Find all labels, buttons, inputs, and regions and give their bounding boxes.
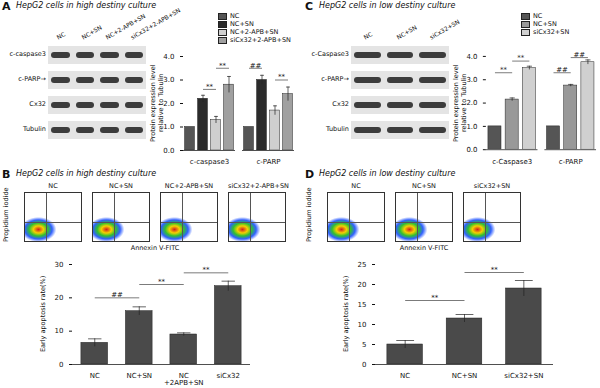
svg-text:c-Caspase3: c-Caspase3 (492, 158, 532, 166)
html-text:NC+SN: NC+SN (109, 182, 133, 190)
html-text:Early apoptosis rate(%): Early apoptosis rate(%) (39, 275, 47, 353)
html-text:Cx32: Cx32 (29, 100, 46, 108)
html-text:NC+SN: NC+SN (395, 23, 418, 41)
svg-text:NC+SN: NC+SN (126, 372, 152, 380)
svg-text:30: 30 (55, 261, 64, 269)
svg-text:c-caspase3: c-caspase3 (190, 158, 229, 166)
svg-text:c-PARP: c-PARP (559, 158, 583, 166)
html-text:Annexin V-FITC: Annexin V-FITC (399, 244, 449, 252)
html-text:siCx32+SN: siCx32+SN (473, 182, 511, 190)
svg-text:20: 20 (55, 294, 64, 302)
html-text:NC+SN: NC+SN (533, 20, 557, 28)
svg-text:**: ** (158, 278, 166, 286)
svg-text:**: ** (206, 83, 214, 91)
html-text:Annexin V-FITC: Annexin V-FITC (130, 244, 180, 252)
html-text:c-PARP→: c-PARP→ (18, 75, 46, 83)
svg-text:NC: NC (90, 372, 100, 380)
html-text:NC+2-APB+SN: NC+2-APB+SN (230, 28, 279, 36)
svg-text:siCx32: siCx32 (216, 372, 240, 380)
html-text:HepG2 cells in low destiny cul: HepG2 cells in low destiny culture (319, 1, 456, 10)
svg-text:0.0: 0.0 (466, 146, 477, 154)
svg-text:##: ## (111, 291, 123, 299)
html-text:Cx32: Cx32 (332, 100, 349, 108)
html-text:NC+2-APB+SN: NC+2-APB+SN (164, 182, 214, 190)
html-text:Propidium iodide: Propidium iodide (2, 187, 10, 242)
html-text:Tubulin: Tubulin (325, 125, 349, 133)
svg-text:4.0: 4.0 (466, 53, 477, 61)
html-text:Propidium iodide: Propidium iodide (305, 187, 313, 242)
html-text:HepG2 cells in high destiny cu: HepG2 cells in high destiny culture (16, 1, 157, 10)
html-text:NC: NC (48, 182, 58, 190)
svg-text:2.0: 2.0 (163, 100, 174, 108)
svg-text:**: ** (517, 54, 524, 62)
html-text:siCx32+SN: siCx32+SN (533, 28, 570, 36)
svg-text:0: 0 (59, 361, 63, 369)
html-text:NC: NC (351, 182, 361, 190)
svg-text:15: 15 (358, 301, 367, 309)
html-text:NC+SN: NC+SN (230, 20, 254, 28)
svg-text:##: ## (573, 51, 585, 59)
svg-text:**: ** (278, 73, 286, 81)
html-text:siCx32+SN: siCx32+SN (427, 17, 461, 41)
svg-text:0: 0 (362, 361, 366, 369)
html-text:Protein expression level relat: Protein expression level relative to Tub… (149, 64, 165, 142)
svg-text:c-PARP: c-PARP (256, 158, 280, 166)
svg-text:1.0: 1.0 (163, 123, 174, 131)
html-text:B: B (2, 168, 11, 181)
html-text:NC+2-APB+SN: NC+2-APB+SN (104, 12, 147, 41)
html-text:NC+SN: NC+SN (80, 23, 103, 41)
html-text:Protein expression level relat: Protein expression level relative to Tub… (452, 64, 468, 142)
svg-text:**: ** (203, 266, 211, 274)
svg-text:4.0: 4.0 (163, 53, 174, 61)
html-text:siCx32+2-APB+SN: siCx32+2-APB+SN (129, 6, 182, 41)
html-text:c-PARP→: c-PARP→ (321, 75, 349, 83)
svg-text:**: ** (491, 266, 499, 274)
svg-text:##: ## (250, 61, 262, 69)
svg-text:0.0: 0.0 (163, 147, 174, 155)
svg-text:2.0: 2.0 (466, 99, 477, 107)
html-text:NC: NC (533, 12, 543, 20)
html-text:NC: NC (230, 12, 240, 20)
svg-text:10: 10 (358, 321, 367, 329)
html-text:siCx32+2-APB+SN: siCx32+2-APB+SN (230, 36, 291, 44)
html-text:HepG2 cells in high destiny cu: HepG2 cells in high destiny culture (16, 169, 157, 178)
svg-text:5: 5 (362, 341, 366, 349)
svg-text:**: ** (431, 294, 439, 302)
svg-text:1.0: 1.0 (466, 123, 477, 131)
svg-text:NC+SN: NC+SN (452, 372, 478, 380)
svg-text:25: 25 (358, 261, 367, 269)
html-text:c-Caspase3: c-Caspase3 (311, 50, 349, 58)
html-text:A: A (2, 0, 11, 13)
svg-text:NC: NC (400, 372, 410, 380)
html-text:Tubulin: Tubulin (22, 125, 46, 133)
html-text:siCx32+2-APB+SN: siCx32+2-APB+SN (228, 182, 289, 190)
svg-text:3.0: 3.0 (466, 76, 477, 84)
svg-text:##: ## (556, 66, 568, 74)
svg-text:10: 10 (55, 327, 64, 335)
html-text:c-caspase3: c-caspase3 (9, 50, 46, 58)
html-text:C: C (305, 0, 314, 13)
html-text:Early apoptosis rate(%): Early apoptosis rate(%) (342, 275, 350, 353)
svg-text:3.0: 3.0 (163, 76, 174, 84)
svg-text:**: ** (219, 61, 227, 69)
html-text:NC: NC (55, 30, 67, 41)
html-text:NC: NC (362, 30, 374, 41)
html-text:NC+SN: NC+SN (412, 182, 436, 190)
svg-text:**: ** (500, 66, 507, 74)
svg-text:siCx32+SN: siCx32+SN (504, 372, 543, 380)
html-text:D HepG2 cells in low destiny c: D HepG2 cells in low destiny culture (305, 168, 456, 181)
svg-text:NC+2APB+SN: NC+2APB+SN (164, 372, 204, 387)
svg-text:20: 20 (358, 281, 367, 289)
